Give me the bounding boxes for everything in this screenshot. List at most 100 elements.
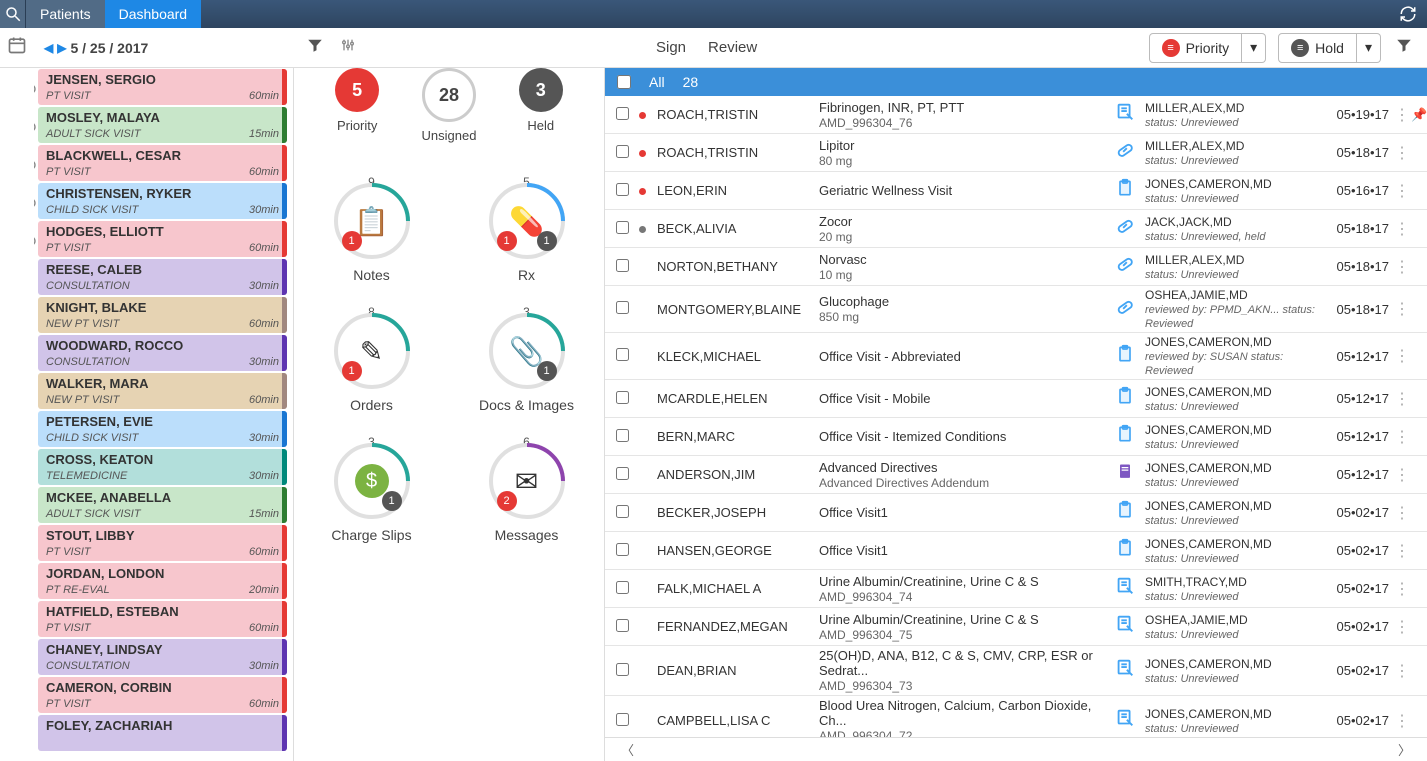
row-checkbox[interactable] [616,259,629,272]
row-checkbox[interactable] [616,619,629,632]
tab-dashboard[interactable]: Dashboard [105,0,202,28]
date-display[interactable]: 5 / 25 / 2017 [70,40,148,56]
table-filter-icon[interactable] [1395,36,1413,59]
row-checkbox[interactable] [616,663,629,676]
row-checkbox[interactable] [616,301,629,314]
review-link[interactable]: Review [708,39,757,56]
row-menu-icon[interactable]: ⋮ [1393,579,1411,599]
table-row[interactable]: FERNANDEZ,MEGANUrine Albumin/Creatinine,… [605,608,1427,646]
row-checkbox[interactable] [616,713,629,726]
sign-link[interactable]: Sign [656,39,686,56]
table-row[interactable]: CAMPBELL,LISA CBlood Urea Nitrogen, Calc… [605,696,1427,737]
appointment-card[interactable]: STOUT, LIBBYPT VISIT60min [38,525,287,561]
appointment-card[interactable]: JENSEN, SERGIOPT VISIT60min [38,69,287,105]
row-checkbox[interactable] [616,505,629,518]
filter-icon[interactable] [306,36,324,59]
appointment-card[interactable]: PETERSEN, EVIECHILD SICK VISIT30min [38,411,287,447]
row-checkbox[interactable] [616,429,629,442]
time-label [34,714,36,752]
table-row[interactable]: NORTON,BETHANYNorvasc10 mgMILLER,ALEX,MD… [605,248,1427,286]
row-menu-icon[interactable]: ⋮ [1393,661,1411,681]
date-prev-icon[interactable]: ◀ [44,41,53,55]
appointment-card[interactable]: MOSLEY, MALAYAADULT SICK VISIT15min [38,107,287,143]
table-row[interactable]: BERN,MARCOffice Visit - Itemized Conditi… [605,418,1427,456]
priority-dropdown[interactable]: ▾ [1242,33,1266,63]
search-icon[interactable] [0,0,26,28]
table-row[interactable]: MCARDLE,HELENOffice Visit - MobileJONES,… [605,380,1427,418]
table-row[interactable]: FALK,MICHAEL AUrine Albumin/Creatinine, … [605,570,1427,608]
row-menu-icon[interactable]: ⋮ [1393,143,1411,163]
tab-all[interactable]: All [649,74,665,90]
row-menu-icon[interactable]: ⋮ [1393,299,1411,319]
table-row[interactable]: BECK,ALIVIAZocor20 mgJACK,JACK,MDstatus:… [605,210,1427,248]
page-next-icon[interactable]: 〉 [1398,740,1411,759]
appointment-card[interactable]: KNIGHT, BLAKENEW PT VISIT60min [38,297,287,333]
row-menu-icon[interactable]: ⋮ [1393,105,1411,125]
table-row[interactable]: BECKER,JOSEPHOffice Visit1JONES,CAMERON,… [605,494,1427,532]
row-menu-icon[interactable]: ⋮ [1393,541,1411,561]
priority-button[interactable]: ≡ Priority [1149,33,1243,63]
row-checkbox[interactable] [616,107,629,120]
appointment-card[interactable]: FOLEY, ZACHARIAH [38,715,287,751]
tile-docs[interactable]: 3📎1Docs & Images [469,313,584,413]
time-label: 10 :00 [34,676,36,714]
row-checkbox[interactable] [616,391,629,404]
appointment-card[interactable]: CROSS, KEATONTELEMEDICINE30min [38,449,287,485]
row-menu-icon[interactable]: ⋮ [1393,617,1411,637]
row-menu-icon[interactable]: ⋮ [1393,181,1411,201]
row-checkbox[interactable] [616,145,629,158]
row-menu-icon[interactable]: ⋮ [1393,389,1411,409]
appointment-card[interactable]: REESE, CALEBCONSULTATION30min [38,259,287,295]
refresh-icon[interactable] [1389,5,1427,23]
appointment-card[interactable]: JORDAN, LONDONPT RE-EVAL20min [38,563,287,599]
tab-patients[interactable]: Patients [26,0,105,28]
stat-priority[interactable]: 5 Priority [335,68,379,143]
row-menu-icon[interactable]: ⋮ [1393,465,1411,485]
table-row[interactable]: LEON,ERINGeriatric Wellness VisitJONES,C… [605,172,1427,210]
tile-notes[interactable]: 9📋1Notes [314,183,429,283]
tile-orders[interactable]: 8✎1Orders [314,313,429,413]
appointment-card[interactable]: WALKER, MARANEW PT VISIT60min [38,373,287,409]
row-checkbox[interactable] [616,348,629,361]
appointment-card[interactable]: BLACKWELL, CESARPT VISIT60min [38,145,287,181]
page-prev-icon[interactable]: 〈 [621,740,634,759]
appointment-card[interactable]: CAMERON, CORBINPT VISIT60min [38,677,287,713]
appointment-card[interactable]: CHRISTENSEN, RYKERCHILD SICK VISIT30min [38,183,287,219]
stat-unsigned[interactable]: 28 Unsigned [422,68,477,143]
row-menu-icon[interactable]: ⋮ [1393,711,1411,731]
row-menu-icon[interactable]: ⋮ [1393,503,1411,523]
table-row[interactable]: DEAN,BRIAN25(OH)D, ANA, B12, C & S, CMV,… [605,646,1427,696]
appointment-card[interactable]: WOODWARD, ROCCOCONSULTATION30min [38,335,287,371]
appointment-card[interactable]: HODGES, ELLIOTTPT VISIT60min [38,221,287,257]
table-row[interactable]: KLECK,MICHAELOffice Visit - AbbreviatedJ… [605,333,1427,380]
row-checkbox[interactable] [616,581,629,594]
row-menu-icon[interactable]: ⋮ [1393,219,1411,239]
tile-messages[interactable]: 6✉2Messages [469,443,584,543]
table-row[interactable]: ANDERSON,JIMAdvanced DirectivesAdvanced … [605,456,1427,494]
row-checkbox[interactable] [616,183,629,196]
table-row[interactable]: ROACH,TRISTINFibrinogen, INR, PT, PTTAMD… [605,96,1427,134]
row-menu-icon[interactable]: ⋮ [1393,346,1411,366]
row-menu-icon[interactable]: ⋮ [1393,257,1411,277]
table-row[interactable]: ROACH,TRISTINLipitor80 mgMILLER,ALEX,MDs… [605,134,1427,172]
row-checkbox[interactable] [616,543,629,556]
hold-dropdown[interactable]: ▾ [1357,33,1381,63]
tile-rx[interactable]: 5💊11Rx [469,183,584,283]
row-pin-icon[interactable]: 📌 [1411,107,1427,123]
table-row[interactable]: MONTGOMERY,BLAINEGlucophage850 mgOSHEA,J… [605,286,1427,333]
table-row[interactable]: HANSEN,GEORGEOffice Visit1JONES,CAMERON,… [605,532,1427,570]
calendar-icon[interactable] [0,35,34,60]
appointment-card[interactable]: CHANEY, LINDSAYCONSULTATION30min [38,639,287,675]
stat-held[interactable]: 3 Held [519,68,563,143]
sort-icon[interactable] [340,35,356,60]
row-checkbox[interactable] [616,221,629,234]
select-all-checkbox[interactable] [617,75,631,89]
tile-charge[interactable]: 3$1Charge Slips [314,443,429,543]
hold-button[interactable]: ≡ Hold [1278,33,1357,63]
appt-name: HODGES, ELLIOTT [46,224,279,239]
row-menu-icon[interactable]: ⋮ [1393,427,1411,447]
date-next-icon[interactable]: ▶ [57,41,66,55]
appointment-card[interactable]: MCKEE, ANABELLAADULT SICK VISIT15min [38,487,287,523]
row-checkbox[interactable] [616,467,629,480]
appointment-card[interactable]: HATFIELD, ESTEBANPT VISIT60min [38,601,287,637]
